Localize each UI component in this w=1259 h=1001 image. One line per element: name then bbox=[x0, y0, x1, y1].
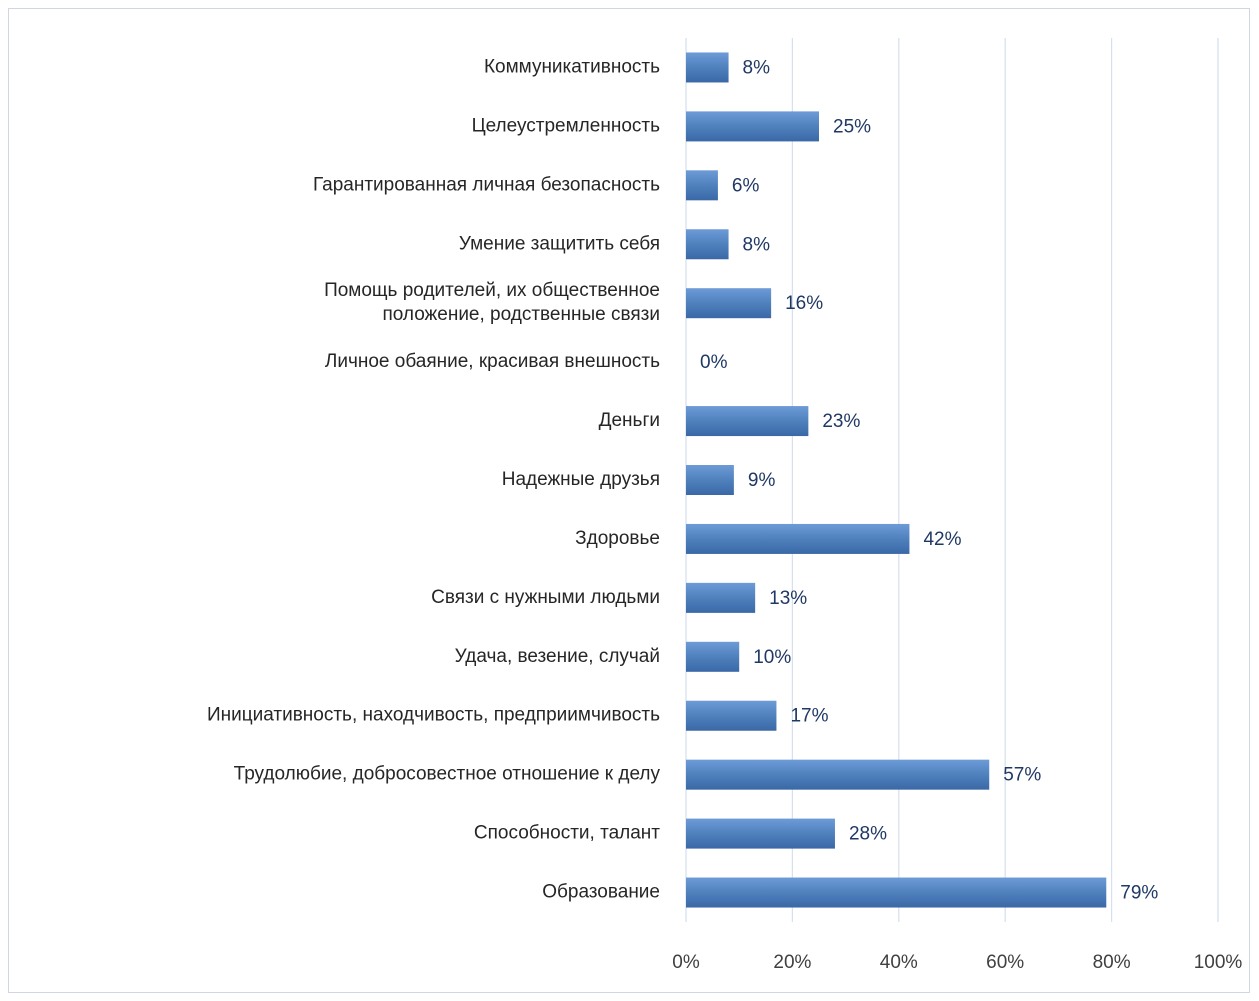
bar bbox=[686, 523, 910, 554]
bar bbox=[686, 582, 756, 613]
bar bbox=[686, 818, 835, 849]
y-tick-label: Трудолюбие, добросовестное отношение к д… bbox=[234, 764, 661, 785]
data-label: 9% bbox=[748, 470, 776, 491]
y-tick-label: Способности, талант bbox=[474, 823, 660, 844]
x-tick-label: 80% bbox=[1093, 952, 1131, 973]
y-tick-label: Целеустремленность bbox=[472, 115, 661, 136]
bar bbox=[686, 406, 809, 437]
data-label: 79% bbox=[1120, 883, 1158, 904]
bar bbox=[686, 170, 718, 201]
data-label: 6% bbox=[732, 175, 760, 196]
y-tick-label: Коммуникативность bbox=[484, 56, 660, 77]
data-label: 8% bbox=[743, 234, 771, 255]
data-label: 0% bbox=[700, 352, 728, 373]
x-tick-label: 40% bbox=[880, 952, 918, 973]
data-label: 13% bbox=[769, 588, 807, 609]
bar bbox=[686, 877, 1107, 908]
data-label: 10% bbox=[753, 647, 791, 668]
y-tick-label: Связи с нужными людьми bbox=[431, 587, 660, 608]
data-label: 57% bbox=[1003, 765, 1041, 786]
data-label: 8% bbox=[743, 57, 771, 78]
bar bbox=[686, 52, 729, 83]
data-label: 42% bbox=[923, 529, 961, 550]
x-tick-label: 60% bbox=[986, 952, 1024, 973]
data-label: 28% bbox=[849, 824, 887, 845]
data-label: 23% bbox=[822, 411, 860, 432]
y-tick-label: Здоровье bbox=[575, 528, 660, 549]
data-label: 25% bbox=[833, 116, 871, 137]
y-tick-label: Деньги bbox=[599, 410, 660, 431]
bar bbox=[686, 641, 740, 672]
y-tick-label: Инициативность, находчивость, предприимч… bbox=[207, 705, 660, 726]
bar bbox=[686, 288, 772, 319]
y-tick-label: Гарантированная личная безопасность bbox=[313, 174, 660, 195]
data-label: 17% bbox=[790, 706, 828, 727]
bar bbox=[686, 229, 729, 260]
x-tick-label: 100% bbox=[1194, 952, 1243, 973]
y-tick-label: Надежные друзья bbox=[502, 469, 660, 490]
bar bbox=[686, 465, 734, 495]
chart-border bbox=[8, 8, 1250, 993]
y-tick-label: Удача, везение, случай bbox=[455, 646, 660, 667]
y-tick-label: Помощь родителей, их общественное положен… bbox=[324, 280, 660, 325]
x-tick-label: 0% bbox=[672, 952, 700, 973]
y-tick-label: Образование bbox=[542, 882, 660, 903]
y-tick-label: Личное обаяние, красивая внешность bbox=[325, 351, 660, 372]
bar bbox=[686, 111, 819, 142]
x-tick-label: 20% bbox=[773, 952, 811, 973]
bar bbox=[686, 759, 990, 790]
data-label: 16% bbox=[785, 293, 823, 314]
y-tick-label: Умение защитить себя bbox=[459, 233, 660, 254]
bar bbox=[686, 700, 777, 731]
